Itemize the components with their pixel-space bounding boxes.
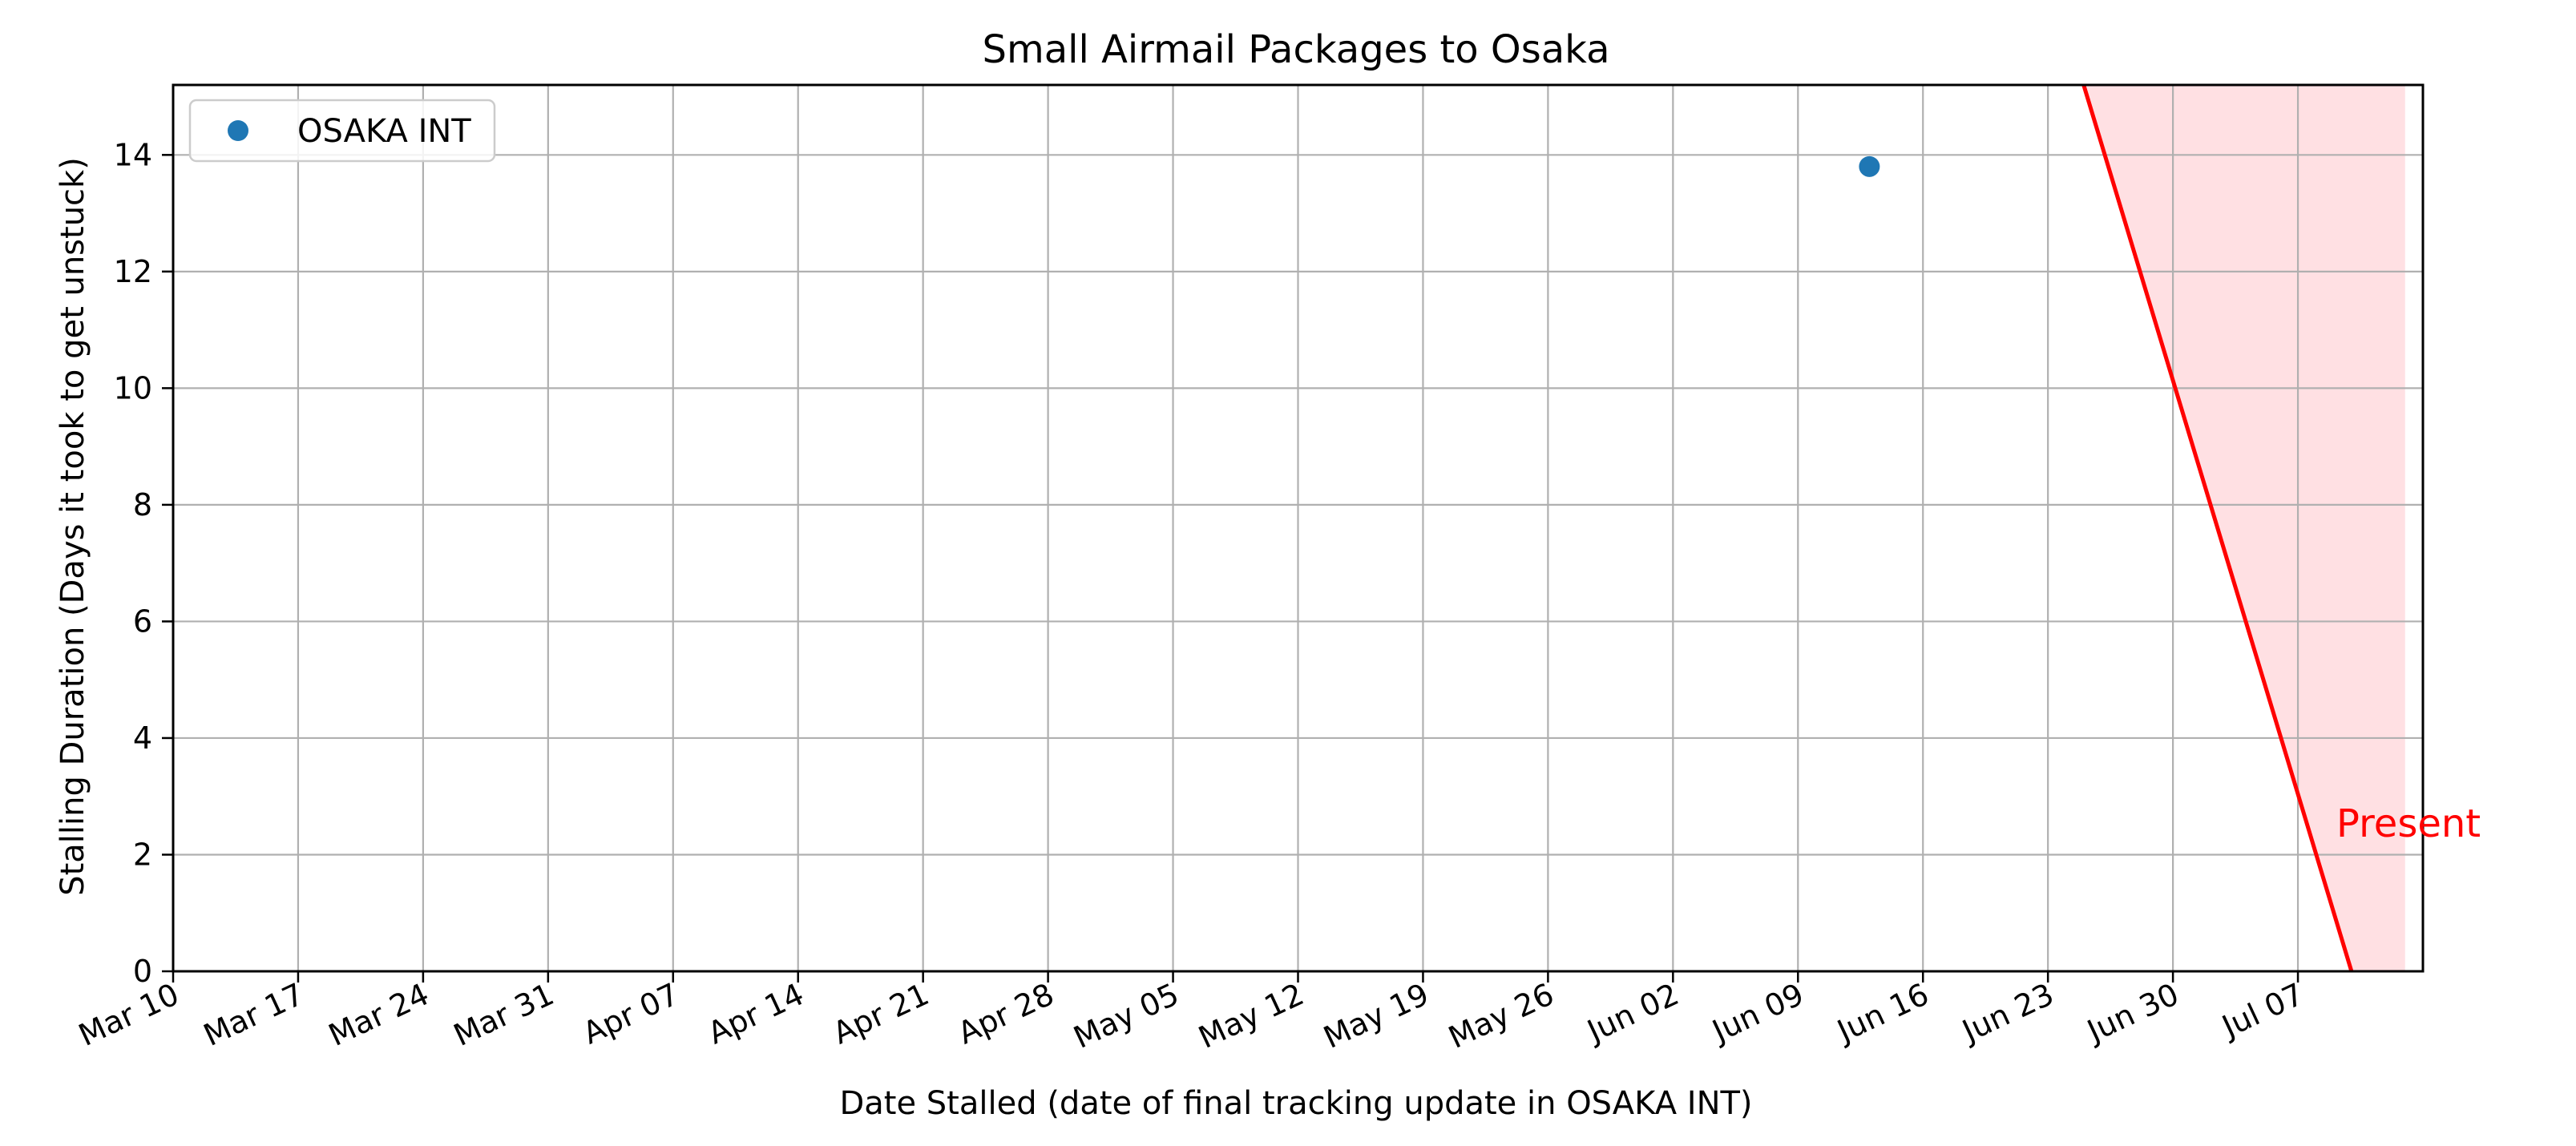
y-tick-label: 0 bbox=[133, 954, 152, 989]
legend-marker bbox=[228, 120, 248, 141]
x-tick-label: May 26 bbox=[1443, 976, 1560, 1055]
x-tick-label: Jun 16 bbox=[1831, 976, 1934, 1049]
legend-frame bbox=[188, 99, 496, 163]
x-tick-label: Apr 07 bbox=[578, 976, 684, 1051]
x-tick-label: Jun 30 bbox=[2081, 976, 2184, 1049]
x-tick-label: Mar 31 bbox=[448, 976, 559, 1053]
x-tick-label: Jul 07 bbox=[2215, 976, 2309, 1045]
chart-title: Small Airmail Packages to Osaka bbox=[983, 27, 1610, 72]
legend-label: OSAKA INT bbox=[297, 113, 471, 150]
legend: OSAKA INT bbox=[188, 99, 496, 163]
y-tick-label: 6 bbox=[133, 603, 152, 639]
x-tick-label: Jun 09 bbox=[1706, 976, 1809, 1049]
present-shaded-region bbox=[2083, 85, 2405, 971]
y-tick-label: 12 bbox=[114, 254, 152, 289]
y-tick-label: 2 bbox=[133, 837, 152, 872]
x-tick-label: May 05 bbox=[1068, 976, 1185, 1055]
y-axis-label: Stalling Duration (Days it took to get u… bbox=[55, 157, 91, 896]
x-tick-label: Mar 10 bbox=[73, 976, 184, 1053]
present-line-group bbox=[2081, 85, 2354, 971]
y-tick-label: 4 bbox=[133, 720, 152, 756]
data-point-osaka-int bbox=[1859, 155, 1880, 177]
x-tick-label: May 19 bbox=[1318, 976, 1435, 1055]
x-tick-label: Jun 23 bbox=[1956, 976, 2059, 1049]
x-tick-label: May 12 bbox=[1193, 976, 1310, 1055]
x-tick-label: Apr 14 bbox=[703, 976, 810, 1051]
x-tick-label: Jun 02 bbox=[1581, 976, 1684, 1049]
y-tick-label: 8 bbox=[133, 487, 152, 523]
present-label: Present bbox=[2336, 801, 2481, 846]
present-line bbox=[2081, 85, 2354, 971]
x-tick-label: Mar 17 bbox=[198, 976, 309, 1053]
y-tick-label: 14 bbox=[114, 137, 152, 172]
x-tick-label: Apr 21 bbox=[828, 976, 935, 1051]
x-axis-label: Date Stalled (date of final tracking upd… bbox=[839, 1085, 1752, 1122]
y-tick-label: 10 bbox=[114, 370, 152, 406]
present-region-group bbox=[2083, 85, 2405, 971]
plot-area: Mar 10 Mar 17 Mar 24 Mar 31 Apr 07 Apr 14 Apr … bbox=[73, 83, 2481, 1055]
x-tick-label: Mar 24 bbox=[323, 976, 434, 1053]
x-tick-label: Apr 28 bbox=[952, 976, 1059, 1051]
